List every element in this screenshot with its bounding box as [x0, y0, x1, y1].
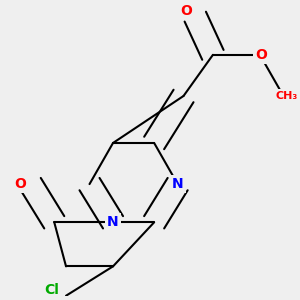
Text: Cl: Cl [44, 283, 59, 297]
Text: N: N [172, 177, 184, 191]
Text: O: O [14, 177, 26, 191]
Text: CH₃: CH₃ [275, 91, 298, 101]
Text: O: O [255, 48, 267, 62]
Text: O: O [181, 4, 192, 18]
Text: N: N [107, 215, 119, 229]
